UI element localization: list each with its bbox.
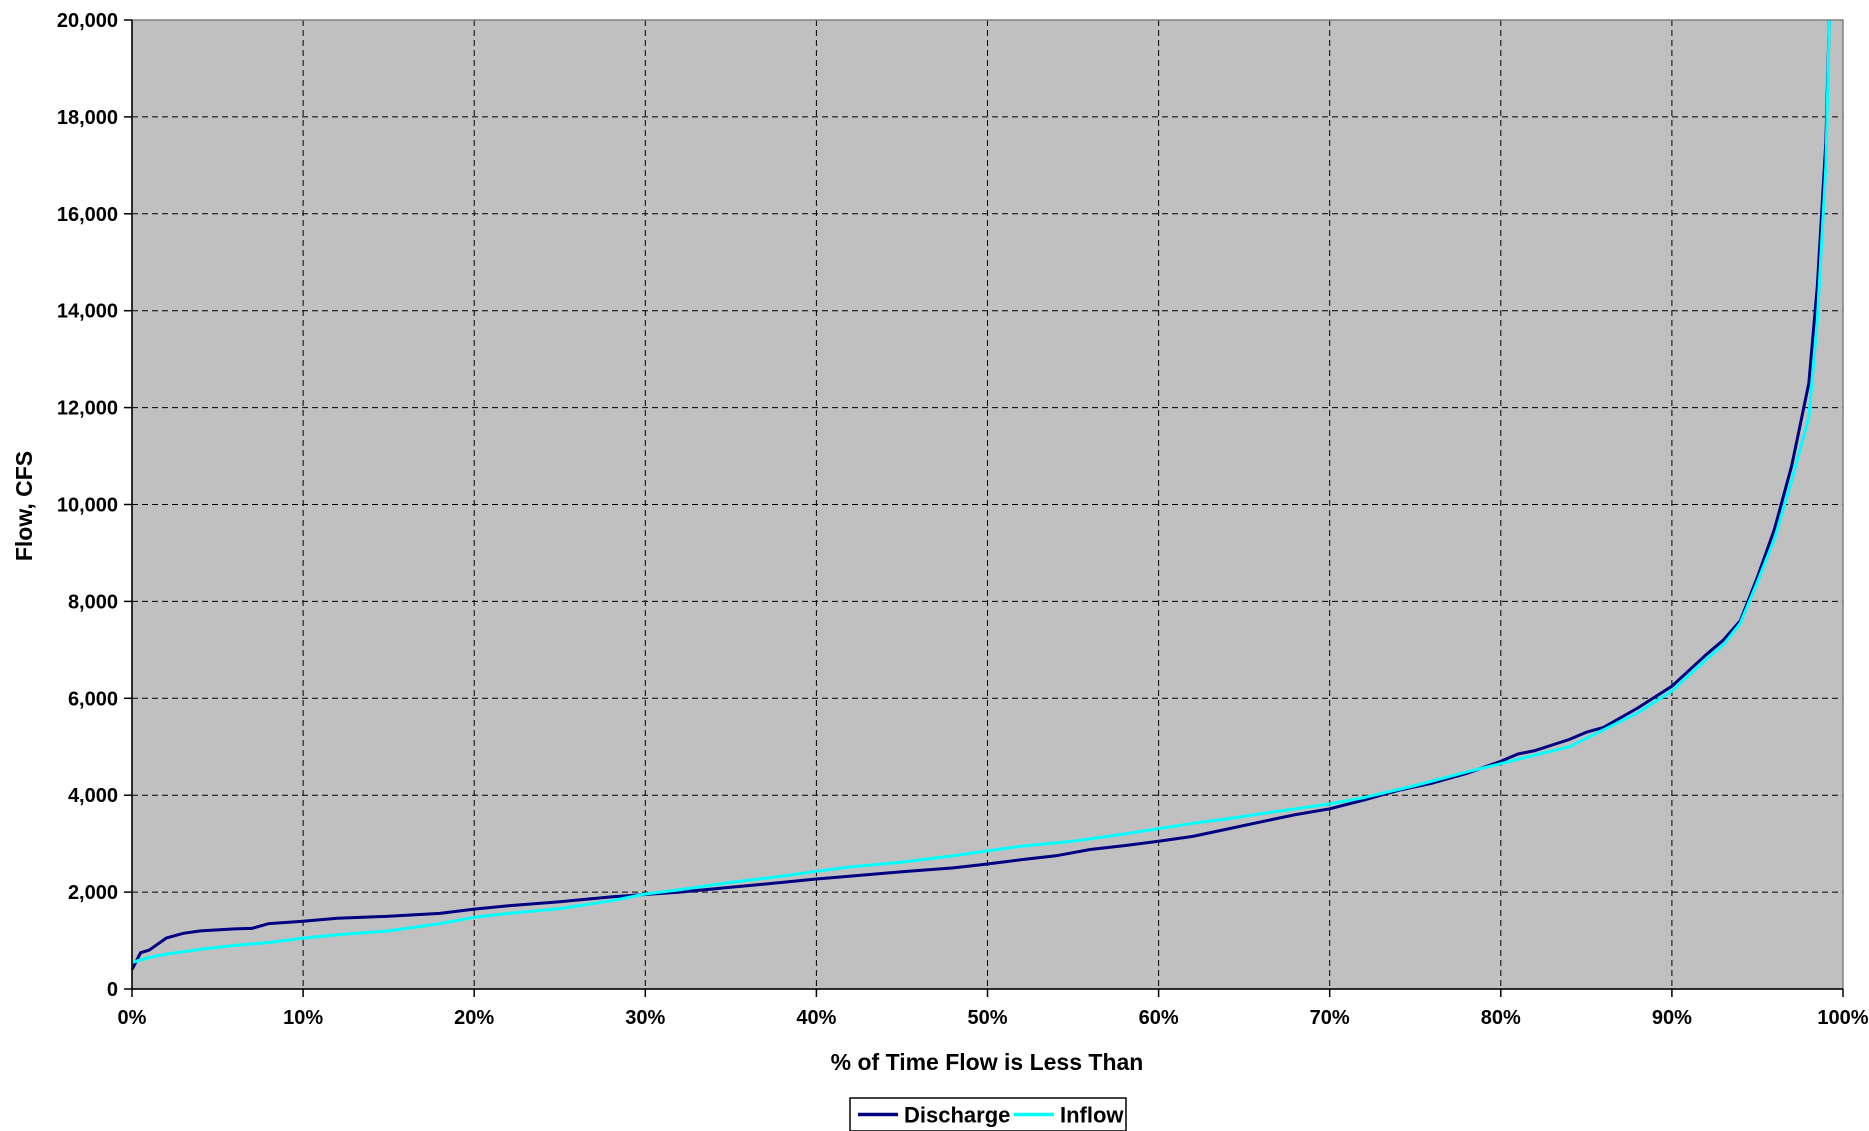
- y-tick-label: 14,000: [57, 301, 118, 323]
- legend-label-discharge: Discharge: [904, 1103, 1010, 1128]
- y-tick-label: 0: [107, 979, 118, 1001]
- y-tick-label: 6,000: [68, 688, 118, 710]
- x-tick-label: 60%: [1139, 1007, 1179, 1029]
- x-tick-label: 90%: [1652, 1007, 1692, 1029]
- y-axis-title: Flow, CFS: [11, 451, 37, 561]
- y-tick-label: 12,000: [57, 398, 118, 420]
- y-tick-label: 8,000: [68, 591, 118, 613]
- axes: [124, 19, 1844, 997]
- y-tick-label: 20,000: [57, 10, 118, 32]
- grid-lines: [132, 19, 1843, 989]
- series-line-inflow: [131, 19, 1831, 964]
- x-axis-tick-labels: 0% 10% 20% 30% 40% 50% 60% 70% 80% 90% 100%: [118, 1007, 1869, 1029]
- y-tick-label: 2,000: [68, 882, 118, 904]
- y-tick-label: 18,000: [57, 107, 118, 129]
- x-tick-label: 0%: [118, 1007, 147, 1029]
- series-line-discharge: [130, 19, 1831, 971]
- x-tick-label: 40%: [796, 1007, 836, 1029]
- x-tick-label: 10%: [283, 1007, 323, 1029]
- legend-label-inflow: Inflow: [1060, 1103, 1124, 1128]
- x-tick-label: 30%: [625, 1007, 665, 1029]
- y-tick-label: 4,000: [68, 785, 118, 807]
- series-lines: [130, 19, 1831, 971]
- y-axis-tick-labels: 0 2,000 4,000 6,000 8,000 10,000 12,000 14,000 1…: [57, 10, 118, 1001]
- x-tick-label: 100%: [1817, 1007, 1868, 1029]
- x-tick-label: 80%: [1481, 1007, 1521, 1029]
- legend: Discharge Inflow: [849, 1097, 1127, 1131]
- y-tick-label: 16,000: [57, 204, 118, 226]
- x-tick-label: 70%: [1310, 1007, 1350, 1029]
- x-tick-label: 20%: [454, 1007, 494, 1029]
- x-tick-label: 50%: [967, 1007, 1007, 1029]
- y-tick-label: 10,000: [57, 495, 118, 517]
- x-axis-title: % of Time Flow is Less Than: [831, 1049, 1144, 1075]
